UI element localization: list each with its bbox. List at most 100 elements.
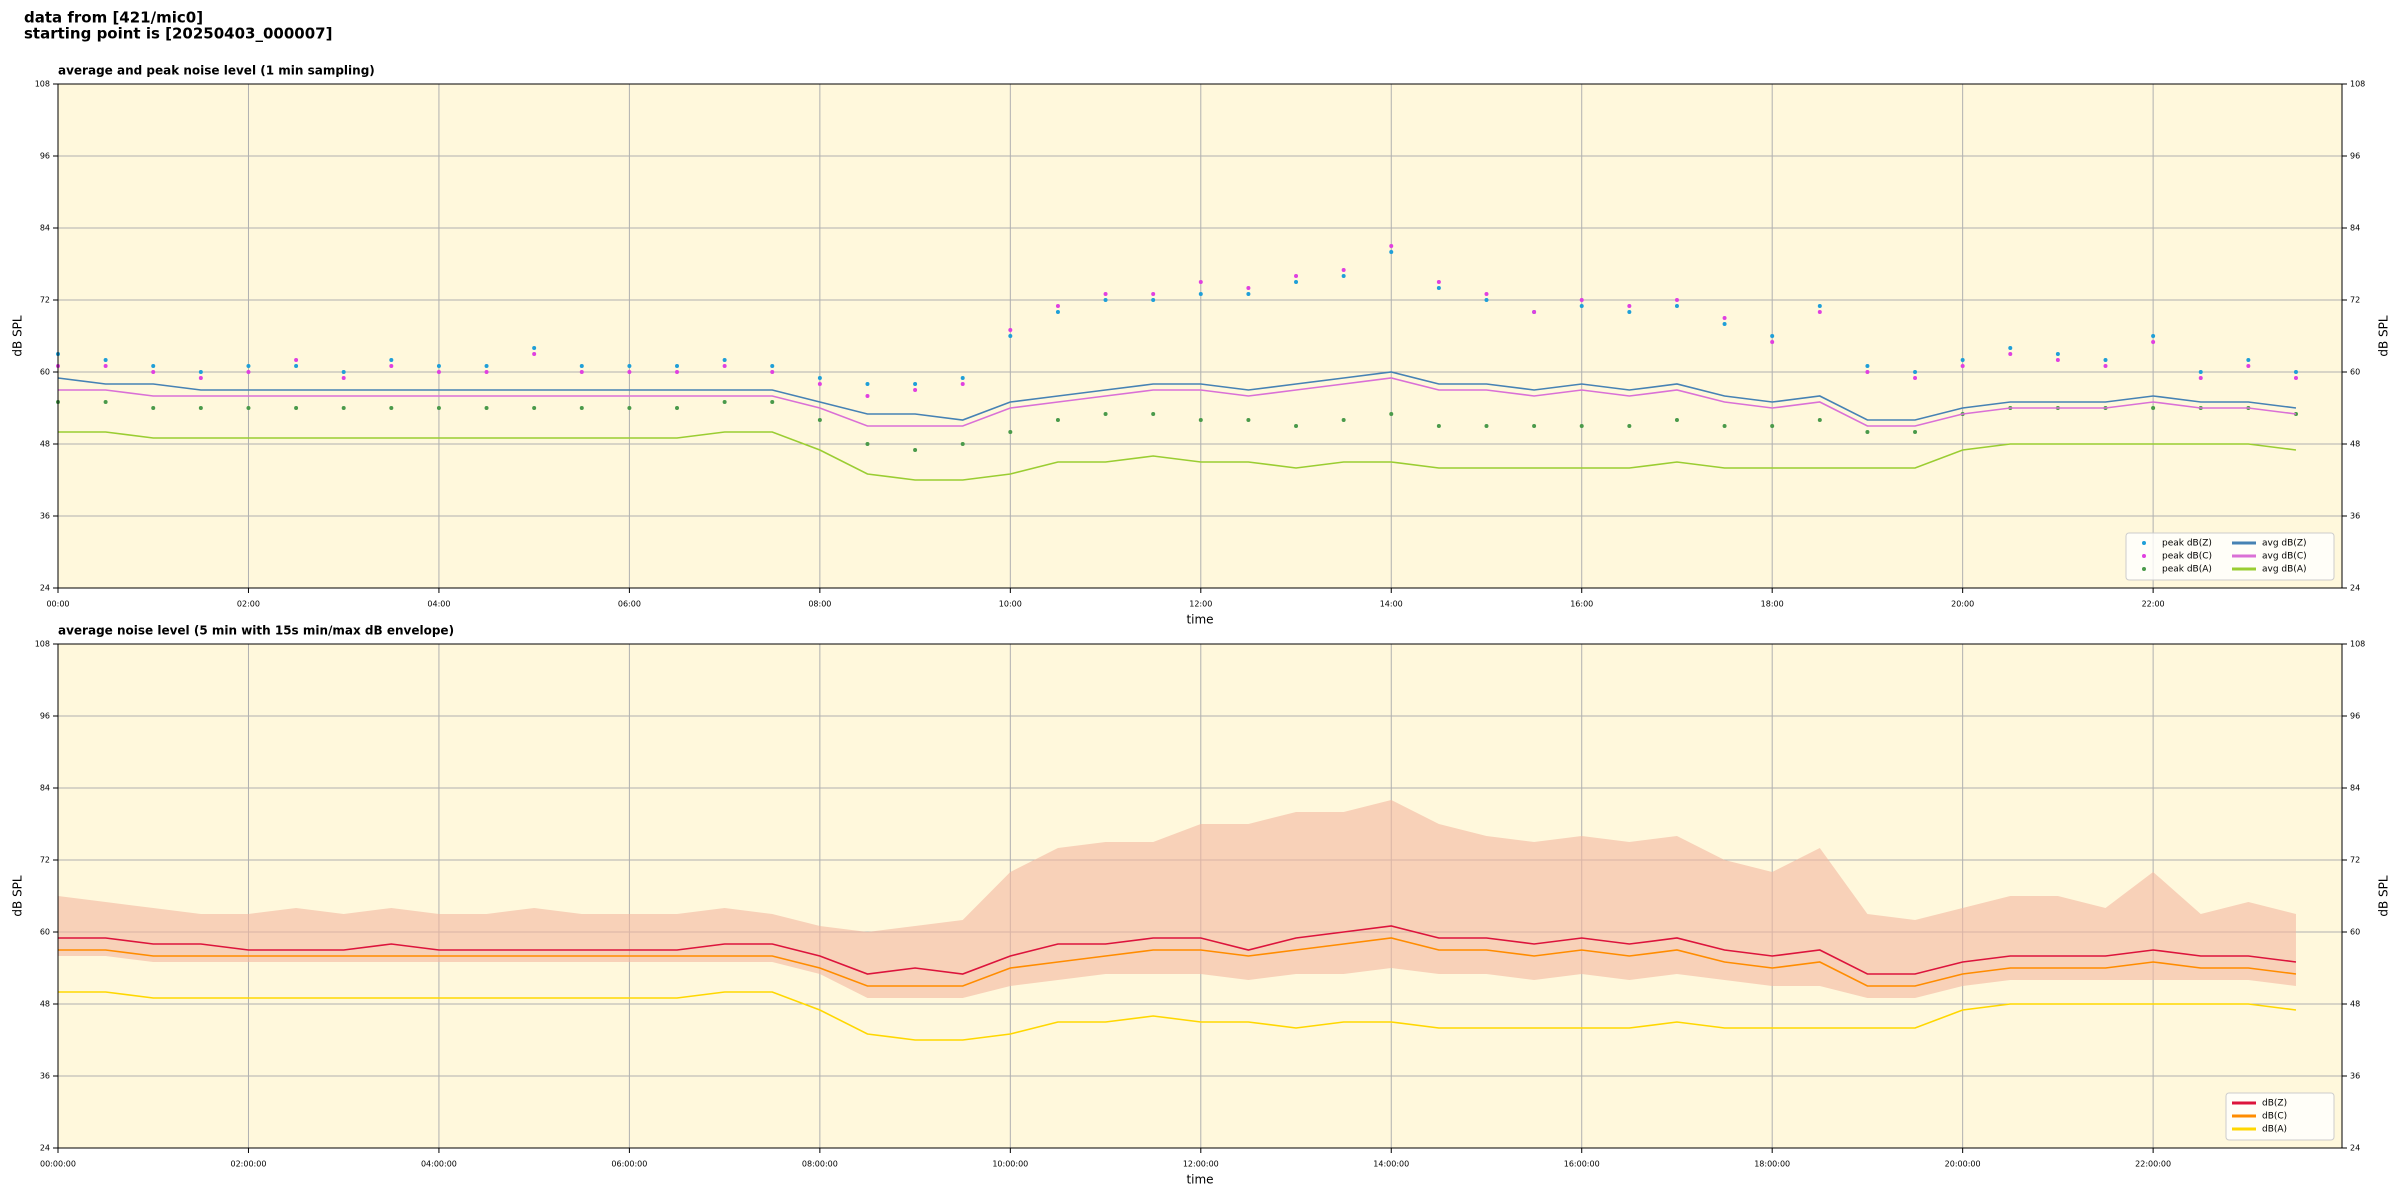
peak-point	[484, 364, 489, 368]
peak-point	[865, 382, 870, 386]
peak-point	[817, 382, 822, 386]
y-tick-label: 84	[40, 784, 50, 793]
series-line	[58, 377, 2297, 427]
peak-point	[1294, 280, 1299, 284]
x-tick-label: 18:00:00	[1754, 1160, 1790, 1169]
y-tick-label: 72	[40, 856, 50, 865]
peak-point	[1151, 412, 1156, 416]
x-tick-label: 04:00:00	[421, 1160, 457, 1169]
peak-point	[198, 370, 203, 374]
header-line: starting point is [20250403_000007]	[24, 25, 332, 43]
y-tick-label: 24	[40, 1144, 50, 1153]
y-tick-label: 24	[2350, 584, 2360, 593]
peak-point	[1484, 298, 1489, 302]
peak-point	[246, 370, 251, 374]
peak-point	[1055, 310, 1060, 314]
peak-point	[1246, 292, 1251, 296]
header-line: data from [421/mic0]	[24, 9, 203, 27]
x-tick-label: 14:00:00	[1373, 1160, 1409, 1169]
peak-point	[341, 376, 346, 380]
y-tick-label: 72	[2350, 856, 2360, 865]
peak-point	[341, 406, 346, 410]
peak-point	[294, 358, 299, 362]
x-tick-label: 22:00	[2142, 600, 2165, 609]
peak-point	[1198, 292, 1203, 296]
x-tick-label: 16:00:00	[1564, 1160, 1600, 1169]
peak-point	[1770, 334, 1775, 338]
y-tick-label: 48	[2350, 1000, 2360, 1009]
chart-title: average noise level (5 min with 15s min/…	[58, 624, 454, 638]
peak-point	[341, 370, 346, 374]
peak-point	[246, 364, 251, 368]
series-line	[58, 431, 2297, 481]
peak-point	[770, 364, 775, 368]
peak-point	[103, 358, 108, 362]
legend-label: peak dB(C)	[2162, 552, 2212, 562]
peak-point	[294, 364, 299, 368]
peak-point	[817, 418, 822, 422]
peak-point	[1484, 292, 1489, 296]
plot-frame	[57, 83, 2343, 589]
y-tick-label: 84	[40, 224, 50, 233]
peak-point	[913, 382, 918, 386]
x-tick-label: 04:00	[427, 600, 450, 609]
peak-point	[246, 406, 251, 410]
y-tick-label: 108	[35, 80, 50, 89]
peak-point	[1627, 310, 1632, 314]
x-tick-label: 08:00:00	[802, 1160, 838, 1169]
peak-point	[1341, 268, 1346, 272]
y-tick-label: 96	[40, 712, 50, 721]
peak-point	[1817, 418, 1822, 422]
peak-point	[532, 346, 537, 350]
y-tick-label: 96	[2350, 712, 2360, 721]
peak-point	[960, 442, 965, 446]
y-tick-label: 36	[2350, 512, 2360, 521]
peak-point	[722, 358, 727, 362]
peak-point	[2246, 364, 2251, 368]
y-tick-label: 48	[40, 440, 50, 449]
y-axis-label: dB SPL	[2377, 875, 2391, 917]
series-line	[58, 991, 2297, 1041]
peak-point	[1817, 304, 1822, 308]
peak-point	[1817, 310, 1822, 314]
peak-point	[1008, 430, 1013, 434]
peak-point	[675, 370, 680, 374]
y-tick-label: 36	[2350, 1072, 2360, 1081]
peak-point	[436, 370, 441, 374]
x-tick-label: 06:00:00	[611, 1160, 647, 1169]
x-tick-label: 12:00	[1189, 600, 1212, 609]
legend-label: avg dB(A)	[2262, 565, 2306, 575]
peak-point	[1008, 328, 1013, 332]
legend-label: dB(A)	[2262, 1125, 2287, 1135]
x-tick-label: 06:00	[618, 600, 641, 609]
peak-point	[1389, 244, 1394, 248]
peak-point	[1246, 418, 1251, 422]
y-tick-label: 72	[40, 296, 50, 305]
peak-point	[198, 406, 203, 410]
peak-point	[1865, 430, 1870, 434]
x-tick-label: 20:00:00	[1945, 1160, 1981, 1169]
peak-point	[913, 388, 918, 392]
legend-swatch	[2142, 567, 2146, 571]
peak-point	[1865, 370, 1870, 374]
y-tick-label: 72	[2350, 296, 2360, 305]
peak-point	[627, 364, 632, 368]
series-line	[58, 937, 2297, 987]
peak-point	[1913, 370, 1918, 374]
x-axis-label: time	[1186, 1173, 1213, 1187]
peak-point	[1341, 418, 1346, 422]
y-tick-label: 60	[40, 368, 50, 377]
peak-point	[1722, 316, 1727, 320]
peak-point	[103, 364, 108, 368]
x-axis-label: time	[1186, 613, 1213, 627]
peak-point	[1294, 274, 1299, 278]
peak-point	[389, 364, 394, 368]
envelope-area	[58, 800, 2296, 998]
x-tick-label: 10:00:00	[992, 1160, 1028, 1169]
peak-point	[722, 364, 727, 368]
peak-point	[2008, 346, 2013, 350]
y-tick-label: 108	[2350, 640, 2365, 649]
peak-point	[436, 364, 441, 368]
peak-point	[1389, 412, 1394, 416]
